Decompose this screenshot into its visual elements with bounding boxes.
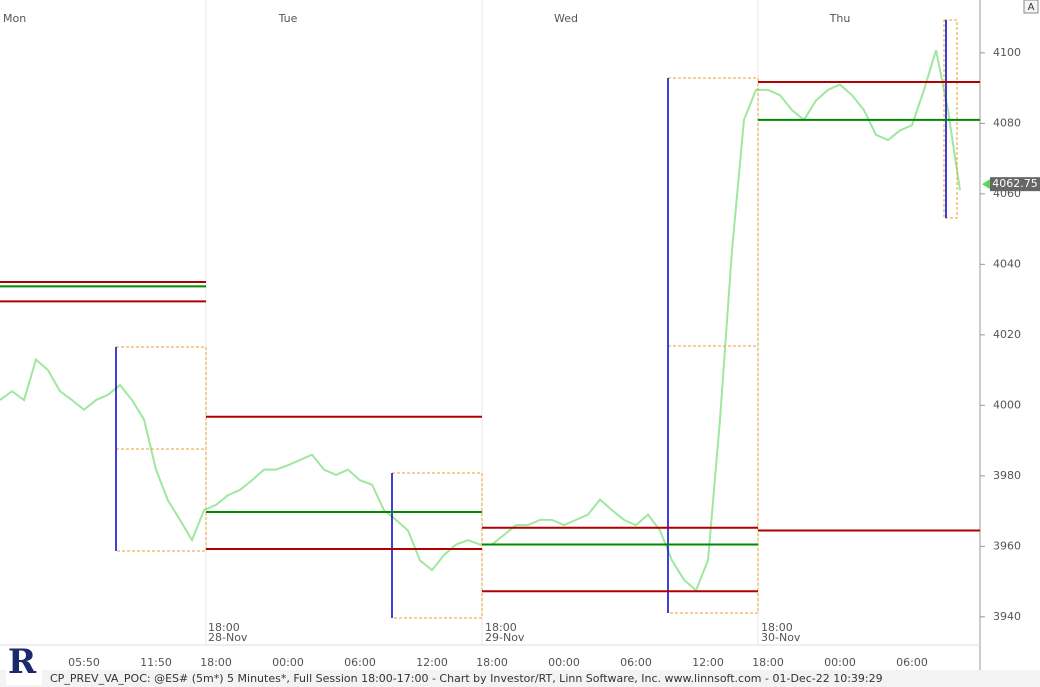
x-tick-label: 12:00 bbox=[416, 656, 448, 669]
x-tick-label: 05:50 bbox=[68, 656, 100, 669]
x-tick-label: 18:00 bbox=[200, 656, 232, 669]
session-time: 18:00 bbox=[208, 621, 240, 634]
x-tick-label: 06:00 bbox=[620, 656, 652, 669]
y-tick-label: 4100 bbox=[993, 46, 1021, 59]
price-line bbox=[0, 49, 961, 593]
session-date: 30-Nov bbox=[761, 631, 801, 644]
last-price-label: 4062.75 bbox=[992, 177, 1038, 190]
auto-scale-button-label: A bbox=[1028, 2, 1035, 13]
last-price-arrow bbox=[982, 179, 990, 190]
x-tick-label: 00:00 bbox=[548, 656, 580, 669]
session-date: 29-Nov bbox=[485, 631, 525, 644]
y-tick-label: 3940 bbox=[993, 610, 1021, 623]
day-label: Tue bbox=[278, 12, 298, 25]
day-label: Wed bbox=[554, 12, 578, 25]
x-tick-label: 06:00 bbox=[344, 656, 376, 669]
last-price-box bbox=[990, 177, 1040, 192]
status-bar bbox=[0, 670, 1040, 687]
y-tick-label: 4020 bbox=[993, 328, 1021, 341]
y-tick-label: 4040 bbox=[993, 257, 1021, 270]
y-tick-label: 3960 bbox=[993, 539, 1021, 552]
logo: R bbox=[8, 642, 37, 682]
session-date: 28-Nov bbox=[208, 631, 248, 644]
session-time: 18:00 bbox=[761, 621, 793, 634]
status-title: CP_PREV_VA_POC: @ES# (5m*) 5 Minutes*, F… bbox=[50, 672, 883, 685]
x-tick-label: 00:00 bbox=[272, 656, 304, 669]
x-tick-label: 18:00 bbox=[752, 656, 784, 669]
x-tick-label: 11:50 bbox=[140, 656, 172, 669]
session-time: 18:00 bbox=[485, 621, 517, 634]
y-tick-label: 4080 bbox=[993, 116, 1021, 129]
day-label: Thu bbox=[829, 12, 851, 25]
x-tick-label: 06:00 bbox=[896, 656, 928, 669]
x-tick-label: 18:00 bbox=[476, 656, 508, 669]
auto-scale-button[interactable] bbox=[1023, 0, 1039, 14]
day-label: Mon bbox=[3, 12, 26, 25]
y-tick-label: 4000 bbox=[993, 398, 1021, 411]
x-tick-label: 12:00 bbox=[692, 656, 724, 669]
logo-box bbox=[6, 649, 42, 685]
y-tick-label: 3980 bbox=[993, 469, 1021, 482]
x-tick-label: 00:00 bbox=[824, 656, 856, 669]
